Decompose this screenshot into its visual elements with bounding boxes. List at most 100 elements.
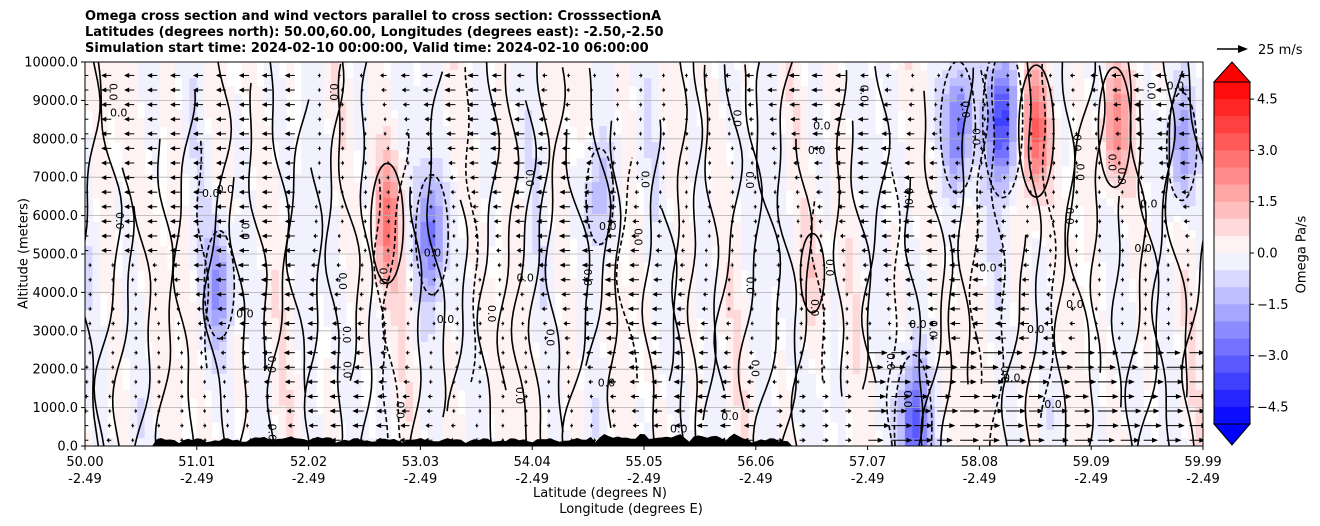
omega-cell — [472, 206, 481, 215]
omega-cell — [591, 294, 600, 303]
omega-cell — [867, 310, 876, 319]
omega-cell — [822, 166, 831, 175]
omega-cell — [830, 406, 839, 415]
omega-cell — [845, 302, 854, 311]
omega-cell — [241, 326, 250, 335]
omega-cell — [733, 118, 742, 127]
omega-cell — [85, 182, 94, 191]
omega-cell — [166, 78, 176, 87]
omega-cell — [248, 430, 258, 439]
omega-cell — [338, 390, 347, 399]
omega-cell — [241, 182, 250, 191]
omega-cell — [457, 206, 466, 215]
omega-cell — [725, 406, 735, 415]
omega-cell — [867, 334, 876, 343]
omega-cell — [107, 198, 116, 207]
omega-cell — [763, 198, 772, 207]
omega-cell — [785, 126, 794, 135]
omega-cell — [584, 78, 593, 87]
omega-cell — [554, 86, 563, 95]
omega-cell — [629, 126, 638, 135]
omega-cell — [450, 222, 459, 231]
omega-cell — [658, 398, 667, 407]
omega-cell — [696, 230, 705, 239]
omega-cell — [256, 206, 265, 215]
omega-cell — [405, 110, 414, 119]
omega-cell — [256, 270, 265, 279]
omega-cell — [949, 134, 958, 143]
omega-cell — [189, 134, 198, 143]
omega-cell — [897, 302, 906, 311]
omega-cell — [85, 230, 94, 239]
omega-cell — [278, 350, 287, 359]
omega-cell — [703, 70, 712, 79]
omega-cell — [748, 214, 757, 223]
omega-cell — [949, 86, 958, 95]
omega-cell — [957, 334, 966, 343]
omega-cell — [673, 142, 682, 151]
omega-cell — [919, 334, 928, 343]
omega-cell — [606, 222, 615, 231]
omega-cell — [509, 222, 518, 231]
omega-cell — [576, 206, 585, 215]
omega-cell — [293, 270, 302, 279]
omega-cell — [621, 174, 630, 183]
omega-cell — [755, 326, 764, 335]
omega-cell — [867, 166, 876, 175]
omega-cell — [323, 70, 332, 79]
omega-cell — [904, 414, 913, 423]
omega-cell — [807, 78, 817, 87]
omega-cell — [934, 422, 943, 431]
omega-cell — [405, 414, 414, 423]
omega-cell — [137, 86, 146, 95]
omega-cell — [174, 238, 183, 247]
omega-cell — [778, 142, 787, 151]
omega-cell — [457, 286, 466, 295]
omega-cell — [345, 174, 354, 183]
omega-cell — [450, 182, 459, 191]
omega-cell — [405, 70, 414, 79]
omega-cell — [807, 198, 817, 207]
omega-cell — [725, 110, 735, 119]
omega-cell — [651, 110, 660, 119]
omega-cell — [405, 134, 414, 143]
omega-cell — [837, 158, 846, 167]
omega-cell — [718, 358, 727, 367]
omega-cell — [904, 302, 913, 311]
omega-cell — [807, 270, 817, 279]
omega-cell — [539, 78, 548, 87]
omega-cell — [614, 406, 623, 415]
omega-cell — [420, 318, 429, 327]
omega-cell — [85, 150, 94, 159]
omega-cell — [181, 206, 190, 215]
omega-cell — [435, 134, 444, 143]
omega-cell — [442, 430, 451, 439]
omega-cell — [837, 278, 846, 287]
omega-cell — [897, 414, 906, 423]
omega-cell — [166, 142, 176, 151]
omega-cell — [815, 150, 824, 159]
omega-cell — [219, 62, 228, 71]
omega-cell — [487, 382, 496, 391]
omega-cell — [614, 414, 623, 423]
omega-cell — [673, 262, 682, 271]
omega-cell — [211, 238, 220, 247]
omega-cell — [867, 294, 876, 303]
omega-cell — [480, 286, 489, 295]
omega-cell — [494, 342, 503, 351]
omega-cell — [301, 102, 310, 111]
omega-cell — [330, 270, 340, 279]
omega-cell — [681, 198, 690, 207]
omega-cell — [875, 294, 884, 303]
omega-cell — [293, 318, 302, 327]
omega-cell — [189, 238, 198, 247]
omega-cell — [673, 126, 682, 135]
omega-cell — [644, 166, 653, 175]
omega-cell — [703, 206, 712, 215]
omega-cell — [755, 406, 764, 415]
omega-cell — [465, 134, 474, 143]
omega-cell — [733, 414, 742, 423]
omega-cell — [644, 70, 653, 79]
omega-cell — [330, 214, 340, 223]
omega-cell — [480, 374, 489, 383]
